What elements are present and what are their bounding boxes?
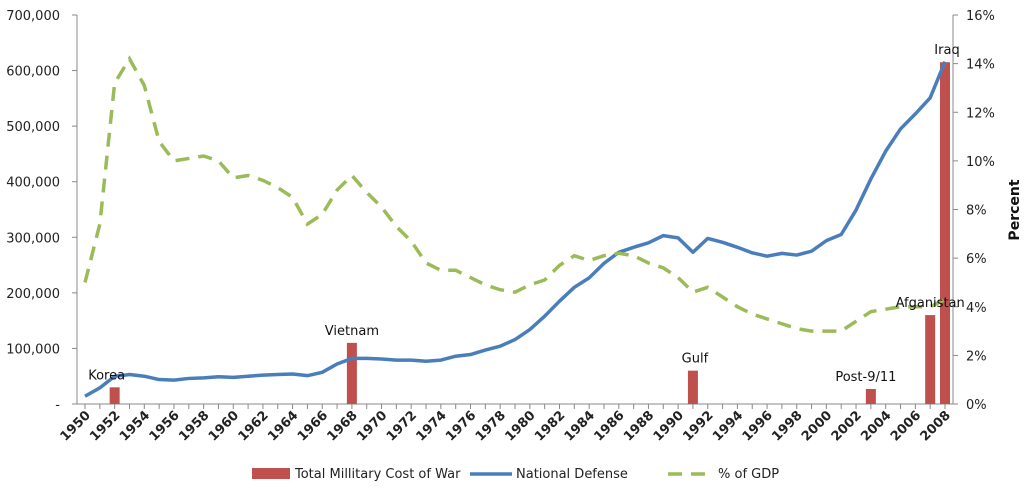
left-tick-label: 300,000 — [6, 231, 60, 246]
x-tick-label: 1958 — [176, 408, 212, 444]
war-label: Vietnam — [325, 324, 379, 339]
x-tick-label: 1956 — [147, 408, 183, 444]
war-cost-bar — [687, 370, 698, 404]
right-tick-label: 16% — [966, 9, 995, 24]
x-tick-label: 1980 — [502, 408, 538, 444]
x-tick-label: 2008 — [918, 408, 954, 444]
x-tick-label: 1964 — [265, 408, 301, 444]
national-defense-line — [84, 61, 947, 398]
x-tick-label: 2004 — [858, 408, 894, 444]
x-tick-label: 1962 — [236, 408, 272, 444]
right-tick-label: 10% — [966, 155, 995, 170]
axes — [76, 15, 954, 405]
war-label: Afganistan — [896, 296, 965, 311]
right-tick-label: 4% — [966, 301, 987, 316]
war-label: Iraq — [934, 43, 959, 58]
x-tick-label: 1976 — [443, 408, 479, 444]
war-label: Post-9/11 — [835, 370, 896, 385]
x-tick-label: 1952 — [87, 408, 123, 444]
left-tick-label: 100,000 — [6, 342, 60, 357]
x-tick-label: 2000 — [799, 408, 835, 444]
legend-label-defense: National Defense — [516, 467, 628, 482]
x-tick-label: 1970 — [354, 408, 390, 444]
x-tick-label: 1988 — [621, 408, 657, 444]
x-tick-label: 1960 — [206, 408, 242, 444]
right-tick-label: 0% — [966, 398, 987, 413]
x-tick-label: 1998 — [769, 408, 805, 444]
x-tick-label: 1978 — [473, 408, 509, 444]
left-tick-label: 200,000 — [6, 287, 60, 302]
x-tick-label: 1994 — [710, 408, 746, 444]
war-label: Korea — [88, 368, 125, 383]
left-tick-label: - — [55, 398, 60, 413]
x-tick-label: 1974 — [413, 408, 449, 444]
x-tick-label: 1984 — [562, 408, 598, 444]
x-tick-label: 1982 — [532, 408, 568, 444]
x-tick-label: 1950 — [58, 408, 94, 444]
x-tick-label: 1992 — [680, 408, 716, 444]
left-tick-label: 400,000 — [6, 176, 60, 191]
legend-label-war-cost: Total Millitary Cost of War — [294, 467, 461, 482]
war-cost-bar — [925, 315, 936, 404]
x-tick-label: 1986 — [591, 408, 627, 444]
right-tick-label: 8% — [966, 204, 987, 219]
right-tick-label: 6% — [966, 252, 987, 267]
gdp-percent-line — [83, 55, 946, 333]
war-label: Gulf — [682, 352, 709, 367]
war-cost-bar — [865, 388, 876, 404]
legend: Total Millitary Cost of War National Def… — [252, 467, 779, 482]
legend-label-gdp: % of GDP — [718, 467, 779, 482]
left-tick-label: 700,000 — [6, 9, 60, 24]
legend-swatch-war-cost — [252, 468, 290, 479]
left-tick-label: 500,000 — [6, 120, 60, 135]
x-tick-label: 2002 — [829, 408, 865, 444]
x-tick-label: 1966 — [295, 408, 331, 444]
x-tick-label: 1968 — [325, 408, 361, 444]
x-tick-label: 2006 — [888, 408, 924, 444]
right-axis-title: Percent — [1007, 179, 1023, 240]
right-tick-label: 2% — [966, 349, 987, 364]
war-cost-bar — [346, 342, 357, 404]
war-cost-bar — [109, 387, 120, 404]
left-tick-label: 600,000 — [6, 65, 60, 80]
x-tick-label: 1990 — [651, 408, 687, 444]
x-tick-label: 1996 — [740, 408, 776, 444]
right-tick-label: 14% — [966, 58, 995, 73]
right-tick-label: 12% — [966, 106, 995, 121]
war-cost-bar — [940, 62, 950, 404]
x-tick-label: 1972 — [384, 408, 420, 444]
x-tick-label: 1954 — [117, 408, 153, 444]
